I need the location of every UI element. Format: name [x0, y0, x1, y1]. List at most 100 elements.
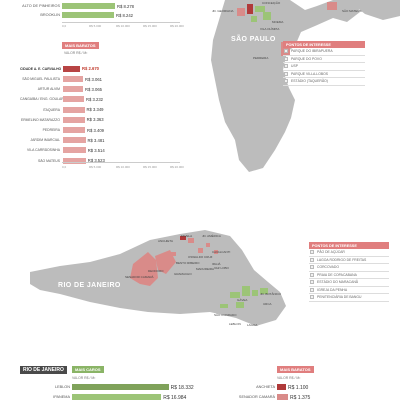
rj-cheap-header: MAIS BARATOS: [277, 366, 314, 373]
rj-map-label: DEODORO: [148, 269, 164, 273]
rj-city-label: RIO DE JANEIRO: [58, 282, 121, 289]
sp-city-label: SÃO PAULO: [231, 36, 276, 43]
sp-cheap-name: SÃO MIGUEL PAULISTA: [22, 77, 60, 82]
legend-item-label: PARQUE DO IBIRAPUERA: [291, 49, 333, 54]
rj-exp-value: R$ 16.984: [163, 394, 187, 400]
sp-cheap-bar: [63, 137, 86, 144]
sp-map-label-3: SÃO MATEUS: [342, 9, 362, 13]
sp-cheap-row: SÃO MATEUS R$ 3.523: [20, 156, 105, 166]
rj-exp-name: LEBLON: [55, 385, 70, 389]
sp-map-label-5: VILA OLÍMPIA: [260, 27, 280, 31]
legend-square-icon: [310, 272, 314, 277]
legend-item-label: PRAIA DE COPACABANA: [317, 272, 357, 277]
sp-cheap-name: JARDIM IMARCIAL: [30, 138, 60, 143]
rj-points-of-interest: PONTOS DE INTERESSE PÃO DE AÇÚCAR LAGOA R…: [309, 242, 389, 302]
legend-item: IGREJA DA PENHA: [309, 287, 389, 294]
rj-map-label: BENTO RIBEIRO: [176, 261, 200, 265]
legend-item-label: LAGOA RODRIGO DE FREITAS: [317, 257, 367, 262]
sp-cheap-row: VILA CARRÃOSINHA R$ 3.514: [20, 145, 105, 155]
sp-legend-header: PONTOS DE INTERESSE: [283, 41, 365, 48]
sp-cheap-row: ARTUR ALVIM R$ 3.065: [20, 84, 105, 94]
sp-cheap-header: MAIS BARATOS: [62, 42, 99, 49]
rj-map-label: MADUREIRA: [196, 267, 215, 271]
sp-cheap-tick: R$ 5.000: [89, 165, 102, 169]
rj-cheap-name: SENADOR CAMARÁ: [238, 395, 275, 399]
rio-de-janeiro-map: [30, 230, 286, 326]
legend-item: PENITENCIÁRIA DE BANGU: [309, 294, 389, 302]
legend-item: LAGOA RODRIGO DE FREITAS: [309, 257, 389, 264]
legend-square-icon: [310, 250, 314, 255]
sp-cheap-tick: R$ 10.000: [116, 165, 130, 169]
sp-top-name: ALTO DE PINHEIROS: [22, 4, 60, 8]
sp-cheap-tick: R$ 15.000: [143, 165, 157, 169]
sp-cheap-bar: [63, 96, 84, 103]
rj-exp-value: R$ 18.332: [170, 384, 194, 391]
rj-map-label: GÁVEA: [237, 298, 248, 302]
rj-map-label: VAZ LOBO: [214, 266, 229, 270]
sp-top-bar: [62, 12, 114, 18]
legend-square-icon: [284, 49, 288, 54]
legend-square-icon: [310, 280, 314, 285]
sp-cheap-value: R$ 3.065: [85, 86, 102, 92]
sp-map-label-2: CONCEIÇÃO: [262, 1, 281, 5]
sp-cheap-tick: 0,0: [62, 165, 67, 169]
sp-cheap-bar: [63, 86, 83, 93]
sp-top-tick: R$ 20.000: [170, 24, 184, 28]
sp-cheap-value: R$ 2.670: [82, 66, 99, 71]
rj-exp-bar: [72, 394, 162, 400]
legend-item-label: ESTÁDIO DO MARACANÃ: [317, 280, 359, 285]
sp-cheap-axis: [62, 162, 180, 163]
legend-item-label: USP: [291, 64, 298, 69]
sp-cheap-value: R$ 3.232: [86, 96, 103, 102]
sp-cheap-value: R$ 3.514: [87, 147, 105, 153]
rj-cheap-bar: [277, 394, 288, 400]
sp-map-label-6: PEDREIRA: [253, 56, 269, 60]
sp-top-tick: R$ 5.000: [89, 24, 102, 28]
sp-cheap-name: ERMELINO MATARAZZO: [20, 117, 60, 122]
rj-map-label: LAGOA: [247, 323, 258, 327]
sp-top-name: BROOKLIN: [40, 13, 60, 17]
sp-cheap-name: VILA CARRÃOSINHA: [27, 148, 60, 153]
rj-map-label: IRAJÁ: [212, 262, 221, 266]
sp-cheap-bar: [63, 147, 86, 154]
legend-item: ESTÁDIO DO MARACANÃ: [309, 279, 389, 287]
legend-item-label: ESTÁDIO (TAQUERÃO): [291, 79, 328, 84]
legend-item-label: PARQUE VILLA-LOBOS: [291, 71, 329, 76]
sp-cheap-row: CANGAÍBA / ENG. GOULART R$ 3.232: [20, 94, 105, 104]
sp-cheap-sub: VALOR R$ / M²: [64, 51, 88, 55]
legend-square-icon: [310, 265, 314, 270]
sp-cheap-row: PEDREIRA R$ 3.409: [20, 125, 105, 135]
rj-map-label: JD. BOTÂNICO: [260, 292, 282, 296]
legend-square-icon: [284, 79, 288, 84]
sp-cheap-name: ARTUR ALVIM: [37, 87, 60, 92]
sp-cheap-value: R$ 3.409: [87, 127, 104, 133]
sp-top-bar: [62, 3, 115, 9]
sp-cheap-row: JARDIM IMARCIAL R$ 3.481: [20, 135, 105, 145]
rj-section-title: RIO DE JANEIRO: [20, 366, 67, 374]
rj-legend-header: PONTOS DE INTERESSE: [309, 242, 389, 249]
sp-cheap-bar: [63, 157, 86, 164]
legend-item: PARQUE DO IBIRAPUERA: [283, 48, 365, 56]
legend-square-icon: [310, 287, 314, 292]
sp-cheap-bar: [63, 116, 85, 123]
legend-item: PARQUE VILLA-LOBOS: [283, 71, 365, 78]
sp-cheap-bar: [63, 65, 80, 72]
sp-cheap-row: SÃO MIGUEL PAULISTA R$ 3.061: [20, 74, 105, 84]
legend-item-label: IGREJA DA PENHA: [317, 287, 348, 292]
sp-neighborhood-highlights: [237, 2, 337, 56]
legend-item: CORCOVADO: [309, 264, 389, 272]
sp-map-label-4: MOEMA: [272, 20, 284, 24]
sao-paulo-map: [211, 0, 400, 172]
sp-cheap-name: CANGAÍBA / ENG. GOULART: [20, 97, 63, 102]
sp-top-value: R$ 8.278: [117, 3, 134, 9]
sp-cheap-value: R$ 3.523: [87, 158, 105, 164]
legend-item: PRAIA DE COPACABANA: [309, 272, 389, 279]
sp-cheap-bar: [63, 127, 85, 134]
legend-square-icon: [310, 257, 314, 262]
sp-cheap-name: SÃO MATEUS: [38, 158, 60, 163]
sp-top-axis: [62, 22, 180, 23]
legend-item: PARQUE DO POVO: [283, 56, 365, 63]
legend-item-label: CORCOVADO: [317, 265, 339, 270]
rj-map-label: SENADOR CAMARÁ: [125, 275, 154, 279]
sp-cheap-row: ERMELINO MATARAZZO R$ 3.363: [20, 115, 105, 125]
